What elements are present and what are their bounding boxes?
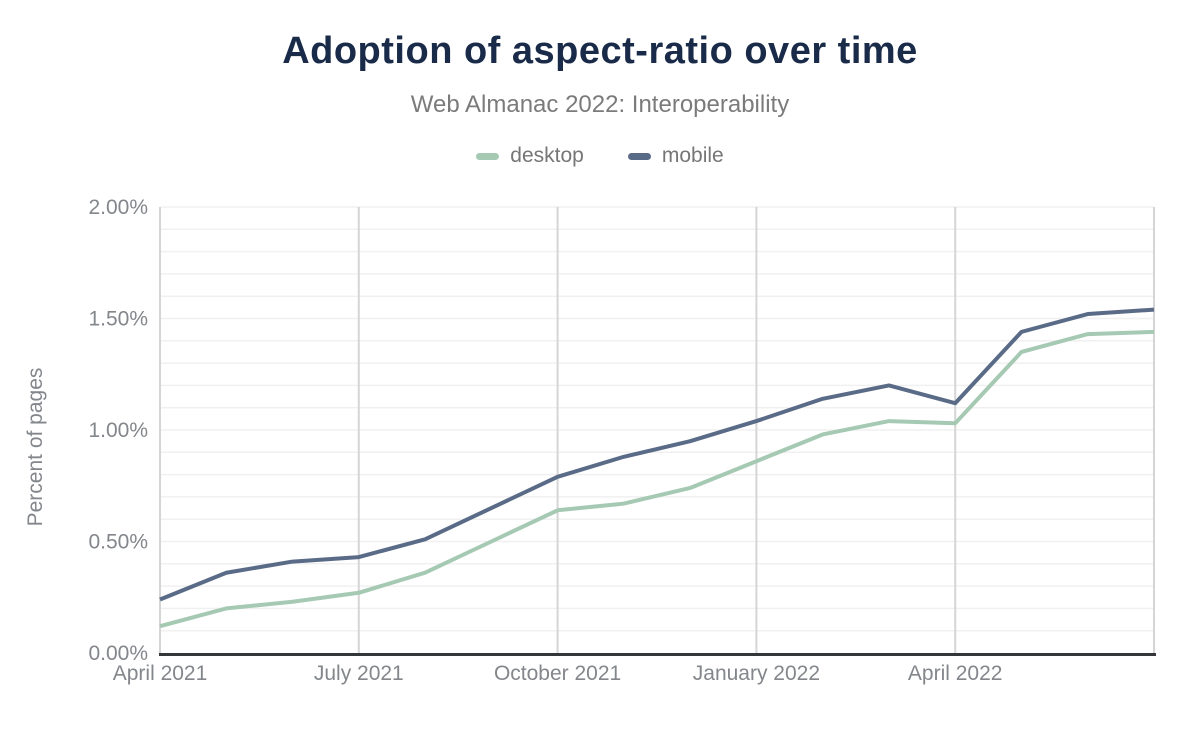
y-tick-label: 0.50% bbox=[88, 531, 148, 554]
x-tick-label: April 2022 bbox=[908, 662, 1003, 685]
legend-item-desktop: desktop bbox=[476, 144, 584, 168]
x-tick-label: July 2021 bbox=[314, 662, 404, 685]
mobile-legend-label: mobile bbox=[661, 144, 724, 167]
mobile-legend-swatch bbox=[627, 152, 651, 160]
x-tick-label: April 2021 bbox=[113, 662, 208, 685]
desktop-line bbox=[159, 329, 1155, 629]
x-tick-label: October 2021 bbox=[494, 662, 621, 685]
y-tick-label: 2.00% bbox=[88, 196, 148, 219]
x-tick-label: January 2022 bbox=[693, 662, 820, 685]
y-tick-label: 1.00% bbox=[88, 419, 148, 442]
desktop-legend-swatch bbox=[476, 152, 500, 160]
mobile-line bbox=[159, 307, 1155, 602]
y-tick-label: 0.00% bbox=[88, 642, 148, 665]
y-axis-title: Percent of pages bbox=[24, 368, 47, 527]
legend-item-mobile: mobile bbox=[627, 144, 724, 168]
chart-title: Adoption of aspect-ratio over time bbox=[282, 30, 918, 72]
desktop-legend-label: desktop bbox=[510, 144, 584, 167]
legend: desktop mobile bbox=[0, 144, 1200, 168]
y-tick-label: 1.50% bbox=[88, 308, 148, 331]
chart-subtitle: Web Almanac 2022: Interoperability bbox=[410, 91, 790, 118]
